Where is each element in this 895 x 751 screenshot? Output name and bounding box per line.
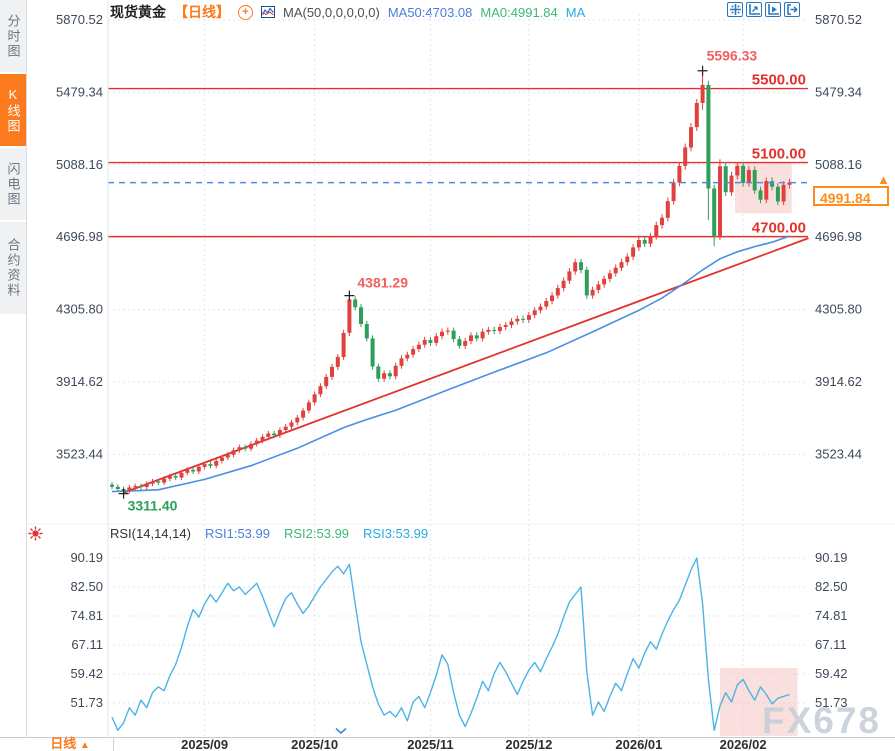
rsi-tick-right: 51.73 bbox=[815, 695, 848, 710]
rsi-tick-left: 90.19 bbox=[70, 550, 103, 565]
extreme-cross-marker bbox=[344, 290, 355, 301]
rsi-tick-right: 90.19 bbox=[815, 550, 848, 565]
sidebar: 分时图 K线图 闪电图 合约资料 bbox=[0, 0, 27, 751]
ma50-readout: MA50:4703.08 bbox=[387, 4, 473, 20]
x-axis-month-label: 2025/11 bbox=[407, 737, 453, 751]
rsi3-readout: RSI3:53.99 bbox=[363, 526, 429, 541]
y-axis-tick-right: 3914.62 bbox=[815, 374, 862, 389]
y-axis-tick-right: 4696.98 bbox=[815, 229, 862, 244]
sidebar-item-label: 合约资料 bbox=[5, 238, 21, 298]
period-label: 日线 bbox=[50, 736, 77, 751]
sidebar-item-timeshare[interactable]: 分时图 bbox=[0, 0, 26, 72]
export-tool-icon[interactable] bbox=[784, 2, 800, 17]
price-level-label: 5500.00 bbox=[752, 72, 806, 89]
chart-header: 现货黄金 【日线】 + MA(50,0,0,0,0,0) MA50:4703.0… bbox=[110, 3, 585, 21]
sidebar-item-label: K线图 bbox=[5, 86, 21, 134]
y-axis-tick-left: 5479.34 bbox=[56, 84, 103, 99]
sidebar-item-kline[interactable]: K线图 bbox=[0, 74, 26, 146]
y-axis-tick-right: 5479.34 bbox=[815, 84, 862, 99]
rsi-line bbox=[111, 557, 790, 731]
rsi-tick-left: 82.50 bbox=[70, 579, 103, 594]
add-indicator-icon[interactable]: + bbox=[238, 4, 253, 20]
play-axis-tool-icon[interactable] bbox=[765, 2, 781, 17]
price-annotation: 4381.29 bbox=[357, 275, 408, 291]
price-annotation: 3311.40 bbox=[128, 498, 178, 514]
symbol-name: 现货黄金 bbox=[110, 4, 166, 20]
ma-extra-readout: MA bbox=[565, 4, 586, 20]
indicator-settings-icon[interactable] bbox=[27, 525, 44, 542]
chevron-up-icon: ▲ bbox=[79, 740, 90, 751]
y-axis-tick-left: 4305.80 bbox=[56, 302, 103, 317]
rsi2-readout: RSI2:53.99 bbox=[283, 526, 350, 541]
y-axis-tick-right: 5088.16 bbox=[815, 157, 862, 172]
y-axis-tick-left: 3914.62 bbox=[56, 374, 103, 389]
rsi-tick-right: 67.11 bbox=[815, 637, 847, 652]
sidebar-item-label: 分时图 bbox=[5, 13, 21, 59]
rsi-tick-left: 74.81 bbox=[70, 608, 103, 623]
rsi-tick-left: 59.42 bbox=[70, 666, 103, 681]
y-axis-tick-left: 3523.44 bbox=[56, 446, 103, 461]
candles-group bbox=[110, 70, 792, 494]
ma-settings: MA(50,0,0,0,0,0) bbox=[283, 4, 380, 20]
zoom-axis-tool-icon[interactable] bbox=[746, 2, 762, 17]
sidebar-item-label: 闪电图 bbox=[5, 161, 21, 207]
rsi-tick-left: 67.11 bbox=[71, 637, 103, 652]
rsi-tick-right: 59.42 bbox=[815, 666, 848, 681]
y-axis-tick-right: 3523.44 bbox=[815, 446, 862, 461]
crosshair-tool-icon[interactable] bbox=[727, 2, 743, 17]
price-level-label: 5100.00 bbox=[752, 146, 806, 163]
y-axis-tick-right: 4305.80 bbox=[815, 302, 862, 317]
y-axis-tick-left: 5088.16 bbox=[56, 157, 103, 172]
sidebar-item-lightning[interactable]: 闪电图 bbox=[0, 148, 26, 220]
current-price-badge: 4991.84 bbox=[813, 186, 889, 206]
pane-collapse-handle[interactable] bbox=[334, 722, 348, 740]
extreme-cross-marker bbox=[697, 65, 708, 76]
rsi-tick-right: 82.50 bbox=[815, 579, 848, 594]
period-dropdown-button[interactable]: 日线 ▲ bbox=[27, 737, 114, 751]
sidebar-item-contract-info[interactable]: 合约资料 bbox=[0, 222, 26, 314]
price-annotation: 5596.33 bbox=[707, 48, 758, 64]
extreme-cross-marker bbox=[118, 488, 129, 499]
rsi-header: RSI(14,14,14) RSI1:53.99 RSI2:53.99 RSI3… bbox=[110, 526, 428, 541]
y-axis-tick-left: 4696.98 bbox=[56, 229, 103, 244]
rsi-params: RSI(14,14,14) bbox=[110, 526, 191, 541]
x-axis-month-label: 2026/02 bbox=[720, 737, 767, 751]
y-axis-tick-right: 5870.52 bbox=[815, 12, 862, 27]
y-axis-tick-left: 5870.52 bbox=[56, 12, 103, 27]
rsi1-readout: RSI1:53.99 bbox=[204, 526, 270, 541]
tool-icon-bar bbox=[727, 2, 800, 17]
ma50-line bbox=[111, 235, 790, 493]
x-axis-month-label: 2025/10 bbox=[291, 737, 338, 751]
watermark: FX678 bbox=[762, 700, 882, 741]
bottom-bar bbox=[0, 737, 895, 751]
x-axis-month-label: 2025/09 bbox=[181, 737, 228, 751]
period-tag: 【日线】 bbox=[174, 4, 230, 20]
price-level-label: 4700.00 bbox=[752, 220, 806, 237]
x-axis-month-label: 2025/12 bbox=[505, 737, 552, 751]
highlight-zone-rsi bbox=[719, 668, 798, 736]
trendline bbox=[123, 237, 809, 494]
rsi-tick-left: 51.73 bbox=[70, 695, 103, 710]
x-axis-month-label: 2026/01 bbox=[615, 737, 662, 751]
price-up-arrow-icon: ▲ bbox=[877, 172, 890, 187]
ma0-readout: MA0:4991.84 bbox=[480, 4, 558, 20]
rsi-tick-right: 74.81 bbox=[815, 608, 848, 623]
ma-chart-icon bbox=[261, 6, 275, 18]
